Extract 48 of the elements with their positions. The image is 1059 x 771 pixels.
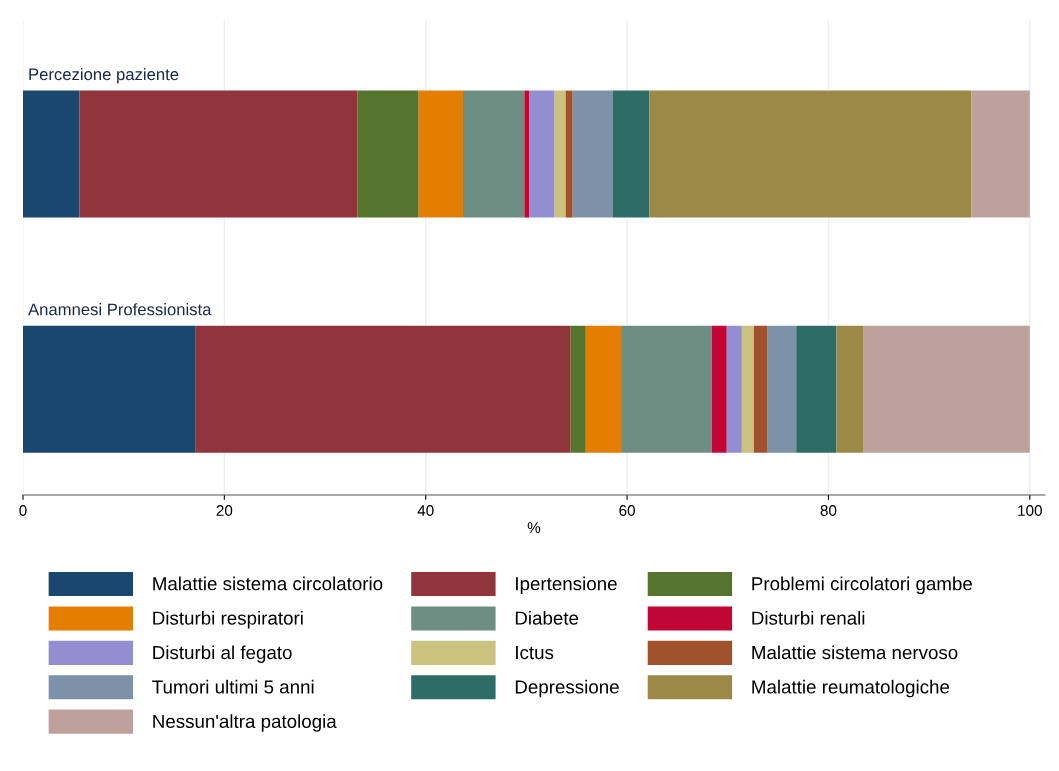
x-tick-label: 20	[216, 505, 233, 516]
bar	[753, 325, 768, 453]
bar	[836, 325, 864, 453]
bar	[22, 325, 196, 453]
bar	[357, 90, 419, 218]
bar	[572, 90, 613, 218]
bar	[462, 90, 525, 218]
bar	[796, 325, 837, 453]
y-tick-label: Percezione paziente	[29, 67, 179, 84]
legend-label: Tumori ultimi 5 anni	[152, 679, 314, 694]
bar	[418, 90, 463, 218]
legend-label: Disturbi respiratori	[153, 611, 303, 629]
x-axis-title: %	[527, 522, 541, 533]
y-tick-label: Anamnesi Professionista	[28, 303, 212, 316]
legend-label: Diabete	[515, 611, 579, 625]
bar	[554, 90, 566, 218]
bar	[570, 325, 586, 453]
bar	[529, 90, 555, 218]
bar	[649, 90, 972, 218]
legend-label: Malattie reumatologiche	[752, 679, 950, 698]
bar	[612, 90, 650, 218]
legend-label: Disturbi al fegato	[153, 645, 292, 663]
bar	[79, 90, 358, 218]
bar	[524, 90, 530, 218]
x-tick-label: 80	[820, 505, 837, 516]
bar	[195, 325, 571, 453]
legend-label: Ipertensione	[516, 576, 617, 595]
bar	[621, 325, 712, 453]
bar	[726, 325, 742, 453]
bar	[585, 325, 622, 453]
legend-label: Malattie sistema circolatorio	[153, 576, 383, 591]
x-tick-label: 40	[417, 505, 434, 516]
bar	[565, 90, 573, 218]
bar	[22, 90, 80, 218]
x-tick-label: 100	[1018, 505, 1042, 516]
legend-label: Depressione	[515, 679, 619, 698]
x-tick-label: 0	[19, 505, 27, 516]
legend-label: Nessun'altra patologia	[153, 714, 337, 732]
legend-label: Ictus	[516, 646, 554, 660]
legend-label: Disturbi renali	[752, 611, 865, 625]
bar	[971, 90, 1030, 218]
bar	[741, 325, 754, 453]
bar	[863, 325, 1030, 453]
bar	[767, 325, 797, 453]
legend-label: Problemi circolatori gambe	[752, 576, 972, 595]
bar	[711, 325, 727, 453]
x-tick-label: 60	[619, 505, 635, 516]
legend-label: Malattie sistema nervoso	[752, 645, 958, 660]
